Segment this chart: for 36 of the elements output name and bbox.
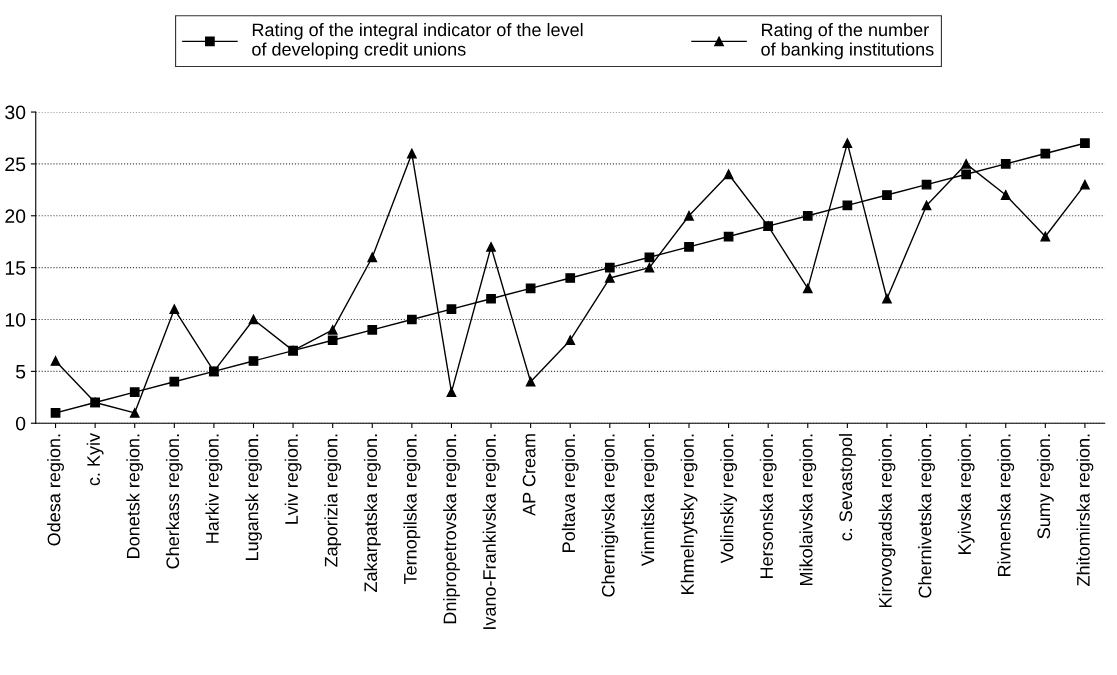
x-tick-label: Lugansk region. [245,434,262,560]
y-tick-label: 5 [15,365,26,379]
x-tick-label: c. Kyiv [86,433,104,486]
y-tick-label: 25 [5,157,26,172]
x-tick-label: Zhitomirska region. [1076,434,1094,586]
x-tick-label: Kirovogradska region. [878,434,896,608]
x-tick-label: Poltava region. [561,434,579,552]
x-tick-label: Zakarpatska region. [363,434,381,592]
x-tick-label: Vinnitska region. [641,434,658,567]
x-tick-label: AP Cream [522,434,536,516]
x-tick-label: Kyivska region. [957,434,975,554]
x-tick-label: Ivano-Frankivska region. [482,434,500,629]
x-tick-label: Harkiv region. [205,434,223,543]
x-tick-label: Chernigivska region. [601,434,619,597]
legend-label: Rating of the integral indicator of the level of developing credit unions [252,23,583,60]
x-tick-label: Donetsk region. [126,434,144,558]
x-tick-label: Volinskiy region. [720,434,738,564]
x-tick-label: Chernivetska region. [918,434,935,598]
x-tick-label: Hersonska region. [759,434,777,578]
y-tick-label: 0 [15,416,26,431]
y-tick-label: 10 [5,312,26,327]
x-tick-label: Khmelnytsky region. [680,434,698,595]
x-tick-label: Lviv region. [284,434,302,524]
x-tick-label: Mikolaivska region. [799,434,817,585]
legend-label: Rating of the number of banking institutions [761,23,934,60]
y-tick-label: 30 [5,105,26,120]
x-tick-label: c. Sevastopol [838,434,856,541]
x-tick-label: Ternopilska region. [403,434,421,585]
x-tick-label: Rivnenska region. [997,434,1015,576]
x-tick-label: Cherkass region. [165,434,183,569]
x-tick-label: Zaporizia region. [324,434,342,567]
x-tick-label: Sumy region. [1036,434,1054,539]
x-tick-label: Dnipropetrovska region. [443,434,460,624]
y-tick-label: 15 [5,261,26,275]
x-tick-label: Odesa region. [47,434,64,546]
y-tick-label: 20 [5,209,26,224]
